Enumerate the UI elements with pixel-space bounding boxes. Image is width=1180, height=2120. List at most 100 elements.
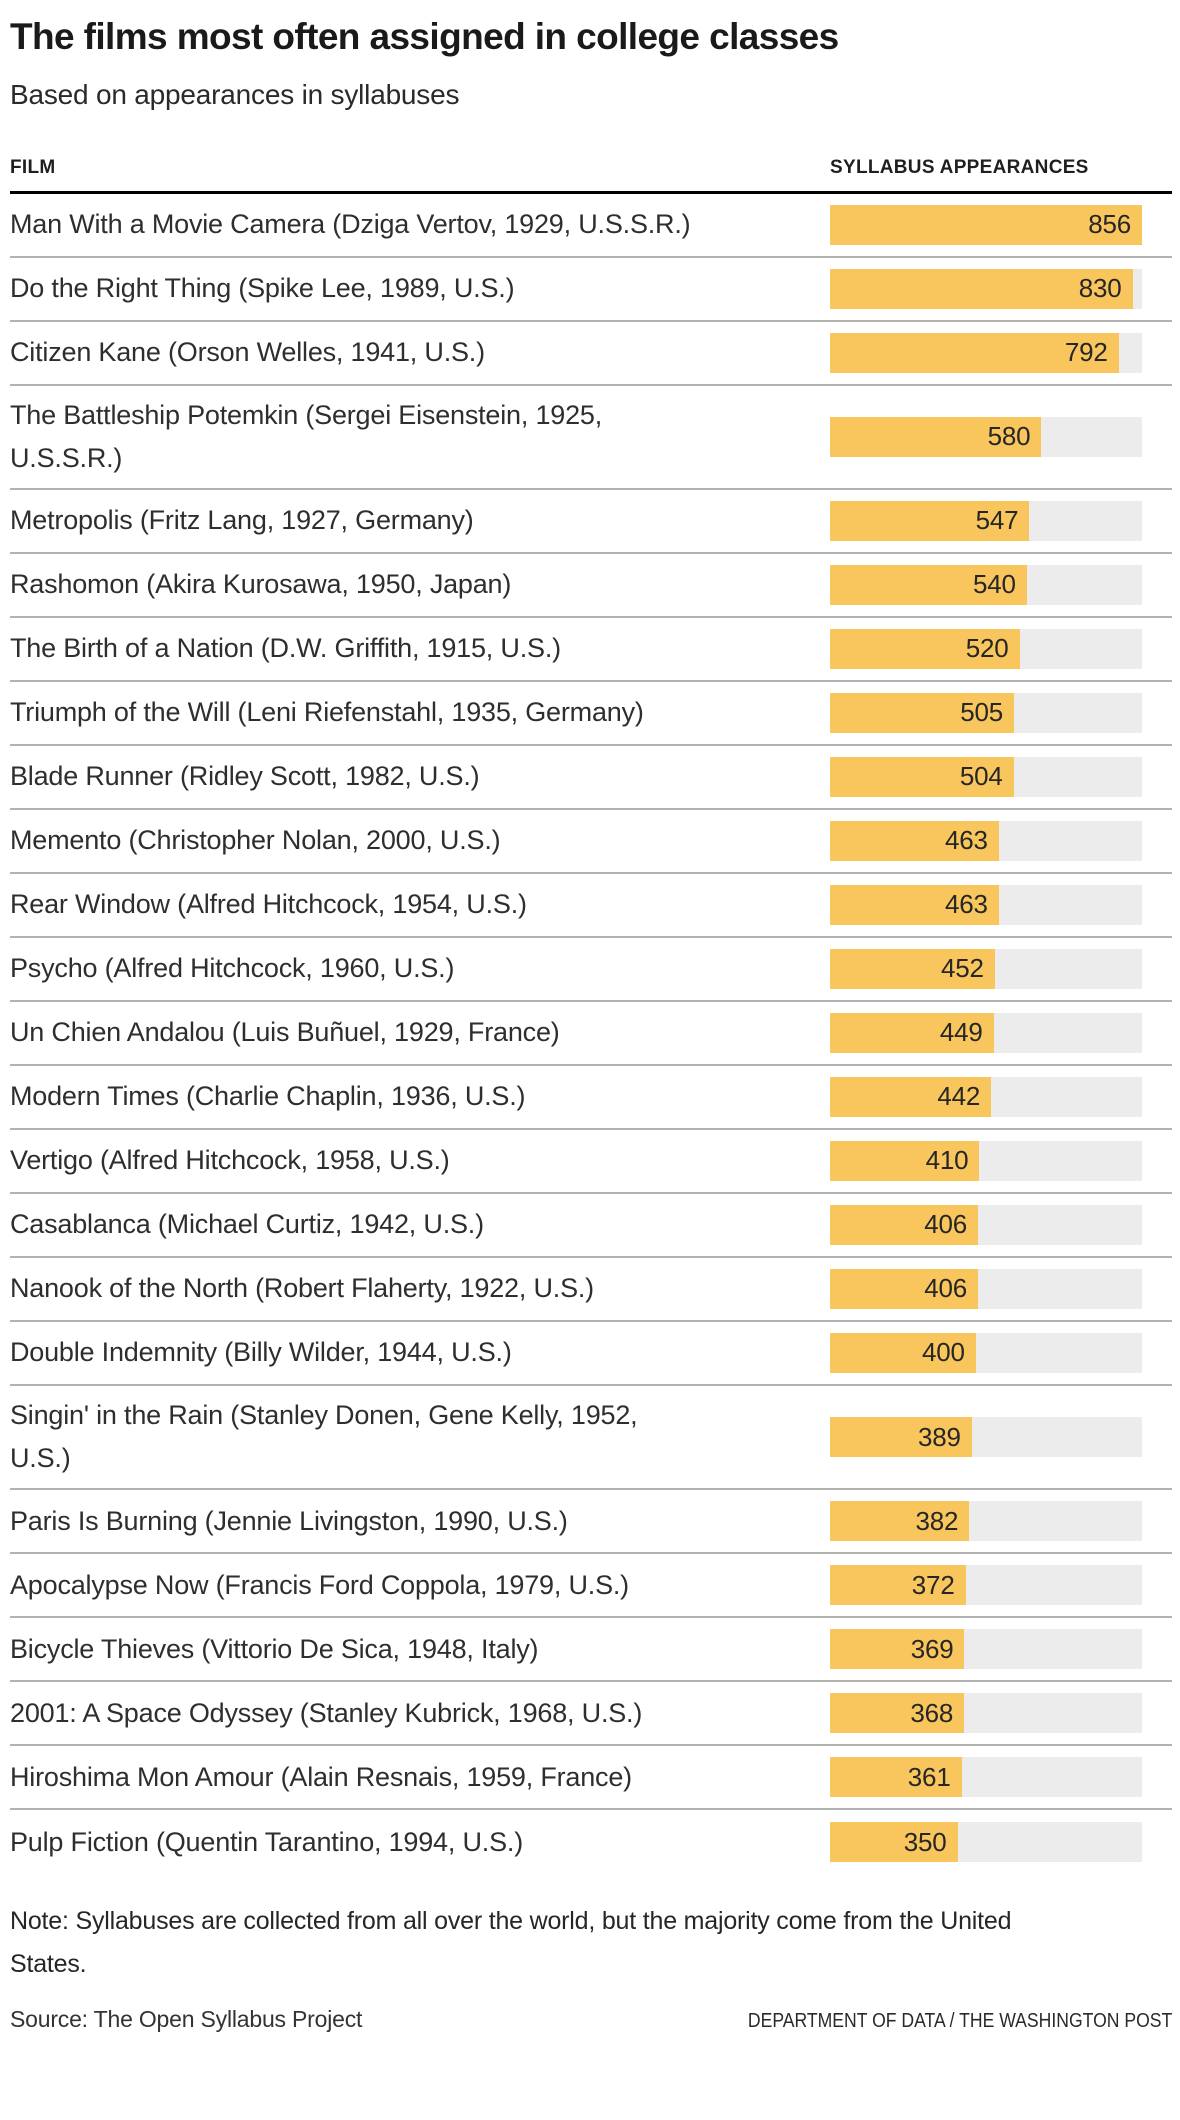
syllabus-bar: 372 (830, 1565, 966, 1606)
bar-track: 463 (830, 820, 1142, 861)
film-column-label: FILM (10, 156, 56, 178)
table-row: Apocalypse Now (Francis Ford Coppola, 19… (10, 1554, 1172, 1619)
bar-zone: 382 (830, 1501, 1172, 1542)
bar-zone: 410 (830, 1140, 1172, 1181)
table-row: Do the Right Thing (Spike Lee, 1989, U.S… (10, 258, 1172, 322)
bar-value-label: 504 (959, 761, 1003, 792)
table-row: Singin' in the Rain (Stanley Donen, Gene… (10, 1386, 1172, 1491)
bar-zone: 368 (830, 1693, 1172, 1734)
bar-track: 830 (830, 268, 1142, 309)
column-header-value: SYLLABUS APPEARANCES (830, 157, 1172, 179)
bar-track: 520 (830, 628, 1142, 669)
syllabus-bar: 580 (830, 416, 1042, 457)
table-row: Un Chien Andalou (Luis Buñuel, 1929, Fra… (10, 1002, 1172, 1066)
bar-track: 406 (830, 1204, 1142, 1245)
bar-value-label: 406 (924, 1209, 967, 1240)
bar-track: 368 (830, 1693, 1142, 1734)
bar-value-label: 830 (1078, 273, 1122, 304)
syllabus-bar: 505 (830, 692, 1015, 733)
bar-track: 369 (830, 1629, 1142, 1670)
table-row: Paris Is Burning (Jennie Livingston, 199… (10, 1490, 1172, 1555)
bar-track: 410 (830, 1140, 1142, 1181)
film-label: Paris Is Burning (Jennie Livingston, 199… (10, 1505, 568, 1536)
syllabus-bar: 449 (830, 1012, 994, 1053)
bar-zone: 505 (830, 692, 1172, 733)
bar-value-label: 547 (975, 505, 1019, 536)
footnote: Note: Syllabuses are collected from all … (10, 1907, 1012, 1979)
film-label: Rear Window (Alfred Hitchcock, 1954, U.S… (10, 889, 527, 920)
bar-value-label: 382 (915, 1505, 959, 1536)
bar-zone: 830 (830, 268, 1172, 309)
bar-track: 361 (830, 1757, 1142, 1798)
syllabus-bar: 856 (830, 204, 1142, 245)
bar-track: 449 (830, 1012, 1142, 1053)
column-header-film: FILM (10, 157, 830, 179)
film-label: Nanook of the North (Robert Flaherty, 19… (10, 1273, 594, 1304)
bar-value-label: 580 (987, 421, 1031, 452)
table-row: Modern Times (Charlie Chaplin, 1936, U.S… (10, 1066, 1172, 1130)
page-subtitle: Based on appearances in syllabuses (10, 78, 460, 110)
bar-zone: 442 (830, 1076, 1172, 1117)
bar-track: 389 (830, 1417, 1142, 1458)
film-label: Singin' in the Rain (Stanley Donen, Gene… (10, 1399, 638, 1474)
film-label: Un Chien Andalou (Luis Buñuel, 1929, Fra… (10, 1017, 560, 1048)
syllabus-bar: 463 (830, 820, 999, 861)
bar-chart-rows: Man With a Movie Camera (Dziga Vertov, 1… (10, 194, 1172, 1875)
syllabus-bar: 400 (830, 1332, 976, 1373)
bar-value-label: 389 (918, 1421, 961, 1452)
bar-zone: 372 (830, 1565, 1172, 1606)
bar-zone: 792 (830, 332, 1172, 373)
syllabus-bar: 830 (830, 268, 1133, 309)
table-row: Memento (Christopher Nolan, 2000, U.S.) … (10, 810, 1172, 874)
bar-track: 580 (830, 416, 1142, 457)
syllabus-bar: 406 (830, 1204, 978, 1245)
syllabus-bar: 361 (830, 1757, 962, 1798)
bar-track: 382 (830, 1501, 1142, 1542)
film-label: Citizen Kane (Orson Welles, 1941, U.S.) (10, 336, 485, 367)
film-label: Blade Runner (Ridley Scott, 1982, U.S.) (10, 761, 480, 792)
bar-value-label: 410 (925, 1145, 969, 1176)
bar-zone: 463 (830, 820, 1172, 861)
table-row: Triumph of the Will (Leni Riefenstahl, 1… (10, 682, 1172, 746)
film-label: 2001: A Space Odyssey (Stanley Kubrick, … (10, 1697, 643, 1728)
bar-value-label: 368 (910, 1697, 954, 1728)
bar-value-label: 792 (1064, 337, 1108, 368)
bar-track: 792 (830, 332, 1142, 373)
table-row: Metropolis (Fritz Lang, 1927, Germany) 5… (10, 490, 1172, 554)
film-label: Rashomon (Akira Kurosawa, 1950, Japan) (10, 569, 512, 600)
film-label: Casablanca (Michael Curtiz, 1942, U.S.) (10, 1209, 484, 1240)
bar-value-label: 520 (965, 633, 1009, 664)
syllabus-bar: 410 (830, 1140, 980, 1181)
bar-value-label: 369 (910, 1633, 954, 1664)
film-label: The Battleship Potemkin (Sergei Eisenste… (10, 399, 603, 473)
table-row: Rear Window (Alfred Hitchcock, 1954, U.S… (10, 874, 1172, 938)
syllabus-bar: 504 (830, 756, 1014, 797)
bar-track: 463 (830, 884, 1142, 925)
film-label: Double Indemnity (Billy Wilder, 1944, U.… (10, 1337, 512, 1368)
film-label: Apocalypse Now (Francis Ford Coppola, 19… (10, 1569, 629, 1600)
bar-zone: 540 (830, 564, 1172, 605)
bar-zone: 463 (830, 884, 1172, 925)
bar-value-label: 856 (1088, 209, 1131, 240)
syllabus-bar: 452 (830, 948, 995, 989)
bar-value-label: 449 (939, 1017, 983, 1048)
bar-zone: 452 (830, 948, 1172, 989)
syllabus-bar: 520 (830, 628, 1020, 669)
film-label: Triumph of the Will (Leni Riefenstahl, 1… (10, 697, 644, 728)
bar-zone: 504 (830, 756, 1172, 797)
table-row: Citizen Kane (Orson Welles, 1941, U.S.) … (10, 322, 1172, 386)
table-row: Double Indemnity (Billy Wilder, 1944, U.… (10, 1322, 1172, 1386)
bar-zone: 856 (830, 204, 1172, 245)
bar-zone: 369 (830, 1629, 1172, 1670)
bar-value-label: 400 (922, 1337, 965, 1368)
bar-value-label: 463 (944, 889, 988, 920)
bar-value-label: 372 (911, 1569, 955, 1600)
table-row: Psycho (Alfred Hitchcock, 1960, U.S.) 45… (10, 938, 1172, 1002)
syllabus-bar: 463 (830, 884, 999, 925)
bar-value-label: 505 (960, 697, 1004, 728)
table-row: Blade Runner (Ridley Scott, 1982, U.S.) … (10, 746, 1172, 810)
source-row: Source: The Open Syllabus Project DEPART… (10, 2006, 1172, 2033)
bar-track: 372 (830, 1565, 1142, 1606)
bar-value-label: 361 (907, 1761, 951, 1792)
bar-value-label: 442 (937, 1081, 981, 1112)
